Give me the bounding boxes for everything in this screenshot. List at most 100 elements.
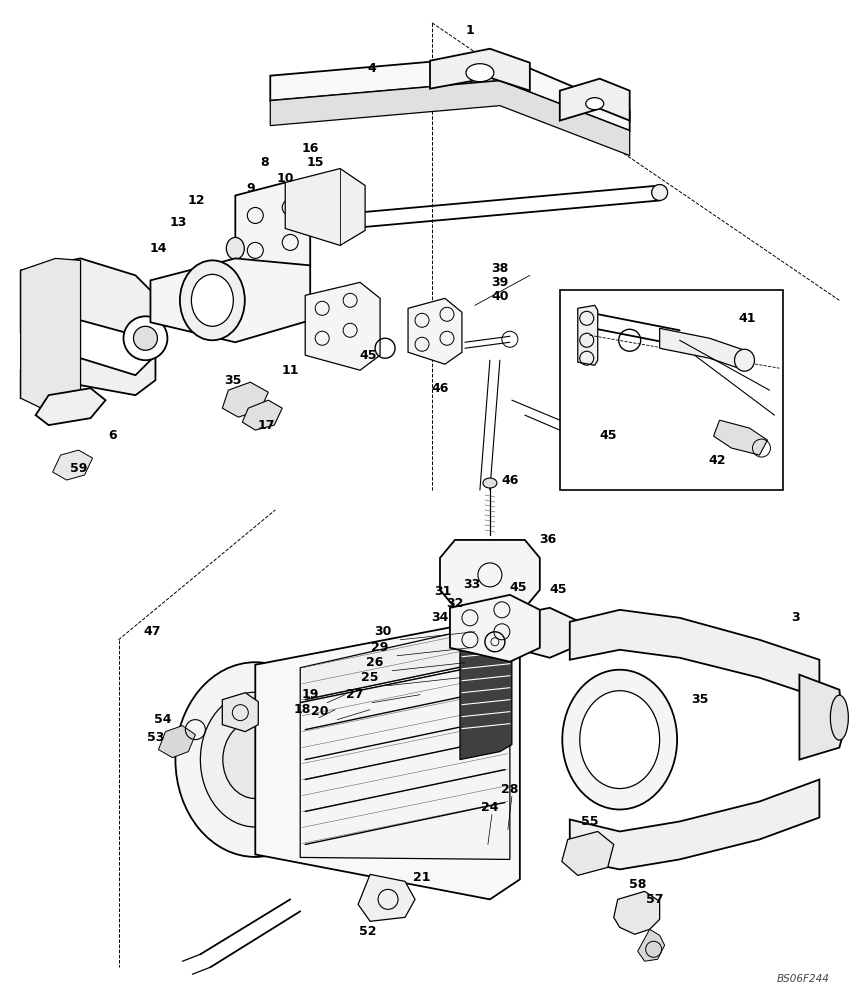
Ellipse shape xyxy=(586,98,604,110)
Text: 28: 28 xyxy=(501,783,518,796)
Text: 30: 30 xyxy=(374,625,391,638)
Text: 6: 6 xyxy=(108,429,117,442)
Polygon shape xyxy=(300,625,510,703)
Text: 41: 41 xyxy=(739,312,756,325)
Text: 47: 47 xyxy=(143,625,162,638)
Ellipse shape xyxy=(175,662,335,857)
Ellipse shape xyxy=(562,670,677,810)
Text: 36: 36 xyxy=(539,533,556,546)
Text: 55: 55 xyxy=(581,815,599,828)
Text: 39: 39 xyxy=(492,276,509,289)
Text: 29: 29 xyxy=(372,641,389,654)
Text: 18: 18 xyxy=(294,703,311,716)
Text: 45: 45 xyxy=(509,581,527,594)
Text: 46: 46 xyxy=(431,382,448,395)
Polygon shape xyxy=(158,726,195,758)
Text: 53: 53 xyxy=(147,731,164,744)
Polygon shape xyxy=(430,49,530,91)
Polygon shape xyxy=(358,874,415,921)
Polygon shape xyxy=(560,290,784,490)
Polygon shape xyxy=(578,305,598,365)
Polygon shape xyxy=(450,595,540,662)
Text: 15: 15 xyxy=(307,156,324,169)
Polygon shape xyxy=(300,660,510,859)
Polygon shape xyxy=(21,258,80,415)
Circle shape xyxy=(124,316,168,360)
Text: 52: 52 xyxy=(359,925,377,938)
Text: 14: 14 xyxy=(149,242,168,255)
Text: 54: 54 xyxy=(154,713,171,726)
Polygon shape xyxy=(569,610,819,698)
Polygon shape xyxy=(714,420,767,455)
Ellipse shape xyxy=(200,692,310,827)
Text: 19: 19 xyxy=(302,688,319,701)
Polygon shape xyxy=(460,632,511,760)
Polygon shape xyxy=(613,891,659,934)
Text: 33: 33 xyxy=(463,578,480,591)
Polygon shape xyxy=(21,258,156,335)
Polygon shape xyxy=(440,540,540,608)
Polygon shape xyxy=(638,929,664,961)
Ellipse shape xyxy=(651,185,668,200)
Polygon shape xyxy=(659,328,745,370)
Text: 24: 24 xyxy=(481,801,499,814)
Text: 35: 35 xyxy=(691,693,708,706)
Text: BS06F244: BS06F244 xyxy=(777,974,829,984)
Ellipse shape xyxy=(180,260,245,340)
Ellipse shape xyxy=(734,349,754,371)
Polygon shape xyxy=(569,780,819,869)
Polygon shape xyxy=(222,382,268,417)
Ellipse shape xyxy=(226,237,245,259)
Ellipse shape xyxy=(192,274,233,326)
Text: 8: 8 xyxy=(260,156,269,169)
Polygon shape xyxy=(255,620,520,899)
Text: 59: 59 xyxy=(70,462,87,475)
Text: 46: 46 xyxy=(501,474,518,487)
Text: 58: 58 xyxy=(629,878,646,891)
Polygon shape xyxy=(235,183,310,280)
Polygon shape xyxy=(305,282,380,370)
Text: 1: 1 xyxy=(466,24,474,37)
Ellipse shape xyxy=(223,721,288,799)
Polygon shape xyxy=(21,355,156,398)
Polygon shape xyxy=(53,450,92,480)
Text: 45: 45 xyxy=(599,429,617,442)
Text: 45: 45 xyxy=(359,349,377,362)
Text: 45: 45 xyxy=(549,583,567,596)
Text: 21: 21 xyxy=(413,871,431,884)
Text: 32: 32 xyxy=(447,597,464,610)
Polygon shape xyxy=(270,56,630,131)
Text: 25: 25 xyxy=(361,671,378,684)
Polygon shape xyxy=(150,258,310,342)
Circle shape xyxy=(133,326,157,350)
Polygon shape xyxy=(222,693,258,732)
Ellipse shape xyxy=(830,695,848,740)
Polygon shape xyxy=(242,400,283,430)
Text: 38: 38 xyxy=(492,262,509,275)
Polygon shape xyxy=(562,831,613,875)
Polygon shape xyxy=(35,388,105,425)
Text: 31: 31 xyxy=(435,585,452,598)
Text: 3: 3 xyxy=(791,611,800,624)
Text: 16: 16 xyxy=(302,142,319,155)
Polygon shape xyxy=(799,675,844,760)
Text: 40: 40 xyxy=(491,290,509,303)
Text: 11: 11 xyxy=(282,364,299,377)
Polygon shape xyxy=(285,169,365,245)
Text: 13: 13 xyxy=(169,216,187,229)
Polygon shape xyxy=(560,79,630,121)
Text: 4: 4 xyxy=(368,62,377,75)
Text: 57: 57 xyxy=(646,893,664,906)
Polygon shape xyxy=(408,298,462,364)
Text: 9: 9 xyxy=(246,182,255,195)
Text: 17: 17 xyxy=(257,419,275,432)
Ellipse shape xyxy=(483,478,497,488)
Text: 26: 26 xyxy=(366,656,384,669)
Polygon shape xyxy=(490,608,580,658)
Text: 12: 12 xyxy=(187,194,205,207)
Text: 42: 42 xyxy=(708,454,727,467)
Polygon shape xyxy=(270,81,630,156)
Ellipse shape xyxy=(580,691,659,789)
Text: 34: 34 xyxy=(431,611,448,624)
Text: 27: 27 xyxy=(346,688,364,701)
